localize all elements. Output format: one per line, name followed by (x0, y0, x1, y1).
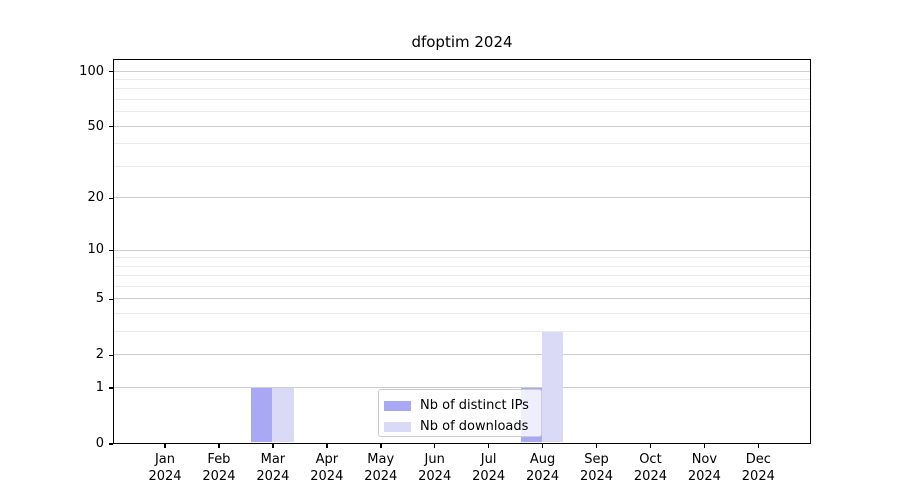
minor-gridline (114, 99, 810, 101)
x-tick (433, 444, 436, 448)
y-tick-label: 10 (87, 242, 104, 258)
minor-gridline (114, 165, 810, 167)
x-tick (326, 444, 328, 448)
x-tick (595, 444, 598, 448)
x-tick (703, 444, 706, 448)
bar-distinct-ips-mar-2024 (251, 387, 273, 443)
x-tick-label: Mar 2024 (256, 452, 290, 484)
legend-swatch-distinct-ips-icon (384, 400, 411, 411)
x-tick-label: Jul 2024 (472, 452, 506, 484)
bar-downloads-mar-2024 (272, 387, 294, 443)
major-gridline (114, 125, 810, 127)
legend-item: Nb of downloads (384, 416, 533, 437)
minor-gridline (114, 275, 810, 277)
legend: Nb of distinct IPs Nb of downloads (378, 389, 542, 437)
y-tick (109, 387, 113, 389)
bar-downloads-aug-2024 (542, 331, 564, 443)
minor-gridline (114, 143, 810, 145)
y-tick (109, 298, 113, 301)
major-gridline (114, 70, 810, 72)
x-tick (218, 444, 220, 448)
major-gridline (114, 387, 810, 389)
major-gridline (114, 249, 810, 251)
minor-gridline (114, 265, 810, 267)
minor-gridline (114, 257, 810, 259)
x-tick-label: Jun 2024 (418, 452, 452, 484)
x-tick (380, 444, 382, 448)
legend-label-distinct-ips: Nb of distinct IPs (420, 398, 529, 413)
minor-gridline (114, 331, 810, 333)
x-tick (541, 444, 544, 448)
y-tick-label: 1 (95, 380, 104, 396)
major-gridline (114, 354, 810, 356)
y-tick-label: 100 (79, 63, 104, 79)
y-tick-label: 20 (87, 190, 104, 206)
major-gridline (114, 298, 810, 300)
x-tick-label: Aug 2024 (526, 452, 560, 484)
minor-gridline (114, 79, 810, 80)
plot-area (113, 59, 811, 444)
x-tick (649, 444, 652, 448)
minor-gridline (114, 313, 810, 315)
y-tick (109, 249, 113, 252)
y-tick-label: 2 (95, 347, 104, 363)
y-tick-label: 5 (95, 291, 104, 307)
y-tick (109, 125, 113, 128)
minor-gridline (114, 88, 810, 90)
minor-gridline (114, 286, 810, 288)
chart-title: dfoptim 2024 (411, 33, 513, 51)
x-tick-label: Dec 2024 (741, 452, 775, 484)
minor-gridline (114, 111, 810, 113)
y-tick (109, 443, 113, 445)
legend-swatch-downloads-icon (384, 421, 411, 432)
y-tick-label: 0 (95, 436, 104, 451)
x-tick-label: May 2024 (364, 452, 398, 484)
y-tick (109, 354, 113, 357)
major-gridline (114, 197, 810, 199)
x-tick-label: Nov 2024 (687, 452, 721, 484)
y-tick (109, 70, 113, 73)
x-tick (757, 444, 760, 448)
y-tick-label: 50 (87, 118, 104, 134)
legend-item: Nb of distinct IPs (384, 395, 533, 416)
legend-label-downloads: Nb of downloads (420, 419, 529, 434)
y-tick (109, 197, 113, 200)
x-tick-label: Oct 2024 (633, 452, 667, 484)
x-tick-label: Feb 2024 (202, 452, 236, 484)
x-tick-label: Jan 2024 (148, 452, 182, 484)
x-tick (487, 444, 490, 448)
x-tick-label: Sep 2024 (579, 452, 614, 484)
x-tick (272, 444, 274, 448)
x-tick-label: Apr 2024 (310, 452, 344, 484)
x-tick (164, 444, 166, 448)
